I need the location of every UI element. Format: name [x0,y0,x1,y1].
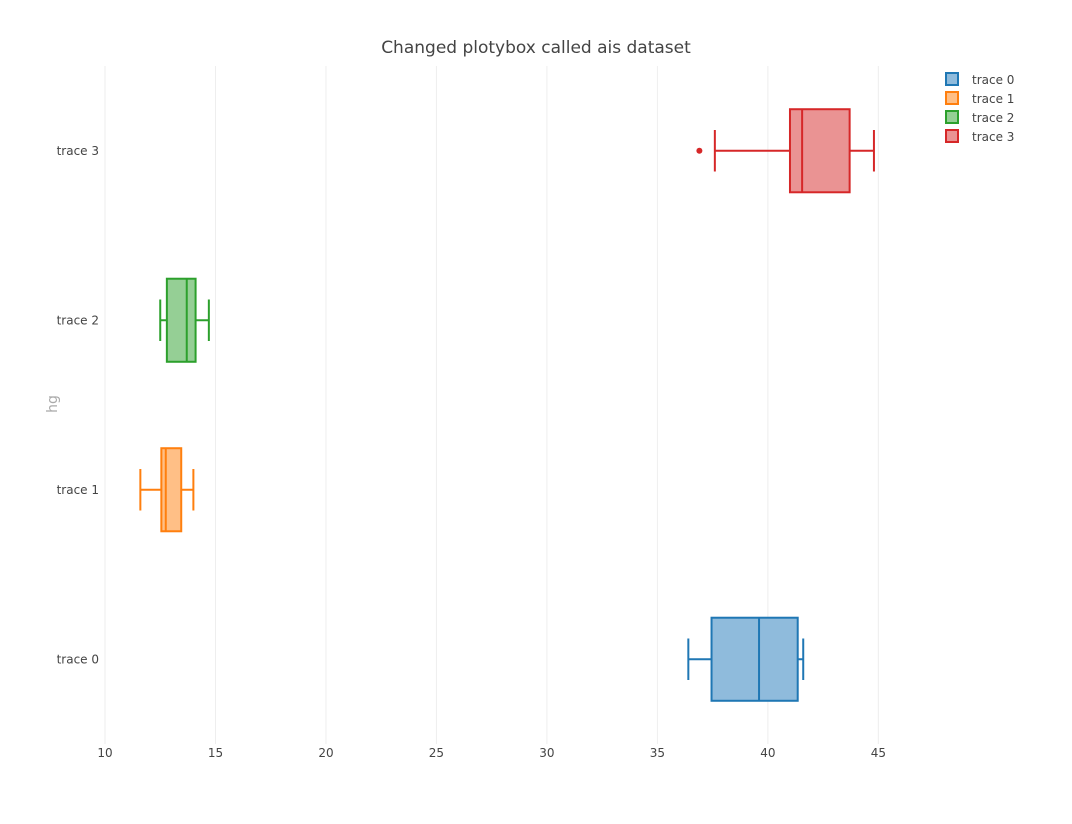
legend-swatch [945,72,959,86]
y-tick-label: trace 3 [57,144,99,158]
outlier-point [696,147,703,154]
legend-label: trace 1 [972,92,1014,106]
x-tick-label: 40 [760,746,775,760]
y-tick-label: trace 0 [57,652,99,666]
legend[interactable]: trace 0 trace 1 trace 2 trace 3 [945,72,1014,144]
box-trace [139,447,195,533]
x-tick-label: 15 [208,746,223,760]
x-tick-label: 35 [650,746,665,760]
iqr-box [788,108,851,194]
chart-title: Changed plotybox called ais dataset [381,38,691,58]
x-tick-label: 25 [429,746,444,760]
legend-label: trace 2 [972,111,1014,125]
box-trace [696,108,875,194]
x-tick-label: 30 [539,746,554,760]
x-tick-label: 45 [871,746,886,760]
legend-label: trace 3 [972,130,1014,144]
x-tick-label: 10 [97,746,112,760]
iqr-box [160,447,183,533]
y-tick-label: trace 2 [57,313,99,327]
iqr-box [710,616,799,702]
legend-item[interactable]: trace 3 [945,129,1014,144]
y-axis-tick-labels: trace 0 trace 1 trace 2 trace 3 [57,144,99,667]
legend-item[interactable]: trace 1 [945,91,1014,106]
legend-label: trace 0 [972,73,1014,87]
legend-item[interactable]: trace 0 [945,72,1014,87]
iqr-box [165,277,197,363]
y-axis-title: hg [45,395,61,413]
legend-swatch [945,91,959,105]
box-trace [159,277,210,363]
box-trace [687,616,805,702]
legend-item[interactable]: trace 2 [945,110,1014,125]
legend-swatch [945,129,959,143]
box-traces [139,108,875,702]
legend-swatch [945,110,959,124]
x-axis-tick-labels: 10 15 20 25 30 35 40 45 [97,746,886,760]
grid-lines [104,66,879,744]
x-tick-label: 20 [318,746,333,760]
y-tick-label: trace 1 [57,483,99,497]
